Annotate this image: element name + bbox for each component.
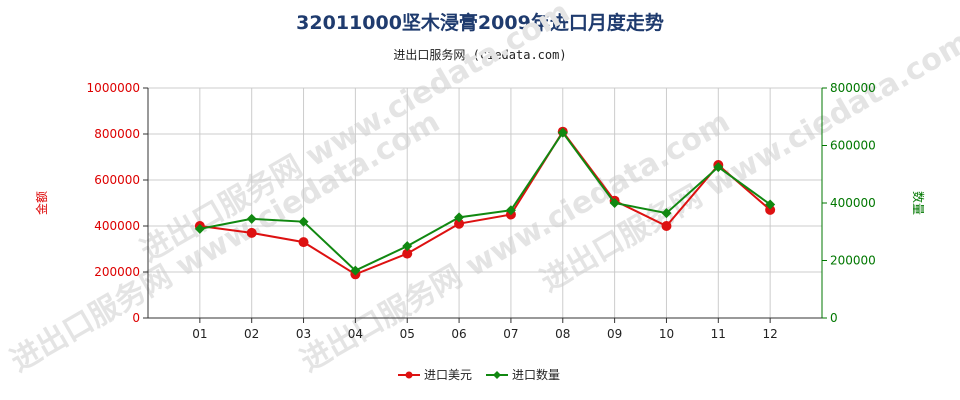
data-point-usd [402, 248, 413, 259]
left-tick-label: 400000 [94, 219, 140, 233]
x-tick-label: 06 [451, 327, 466, 341]
data-point-quantity [713, 162, 724, 173]
left-tick-label: 800000 [94, 127, 140, 141]
right-tick-label: 0 [830, 311, 838, 325]
data-point-usd [246, 227, 257, 238]
left-tick-label: 200000 [94, 265, 140, 279]
data-point-quantity [194, 223, 205, 234]
data-point-quantity [402, 241, 413, 252]
legend: 进口美元 进口数量 [398, 367, 560, 382]
data-point-quantity [765, 199, 776, 210]
right-tick-label: 800000 [830, 81, 876, 95]
x-tick-label: 02 [244, 327, 259, 341]
x-tick-label: 09 [607, 327, 622, 341]
left-axis-title: 金额 [34, 191, 49, 215]
chart-title: 32011000坚木浸膏2009年进口月度走势 [296, 12, 664, 34]
legend-label: 进口美元 [424, 368, 472, 382]
right-tick-label: 400000 [830, 196, 876, 210]
x-tick-label: 05 [400, 327, 415, 341]
x-tick-label: 08 [555, 327, 570, 341]
data-point-quantity [350, 265, 361, 276]
left-tick-label: 0 [132, 311, 140, 325]
series-line-usd [199, 129, 771, 276]
data-point-usd [765, 204, 776, 215]
right-axis-title: 数量 [911, 191, 926, 215]
legend-marker [493, 371, 501, 379]
x-tick-label: 10 [659, 327, 674, 341]
series-line-quantity [199, 130, 771, 272]
chart-subtitle: 进出口服务网 (ciedata.com) [393, 48, 567, 62]
x-tick-label: 12 [763, 327, 778, 341]
x-tick-label: 11 [711, 327, 726, 341]
data-point-quantity [609, 198, 620, 208]
right-tick-label: 200000 [830, 254, 876, 268]
data-point-quantity [505, 205, 516, 216]
data-point-quantity [246, 213, 257, 224]
left-tick-label: 600000 [94, 173, 140, 187]
data-point-quantity [661, 208, 672, 219]
data-point-usd [661, 221, 672, 231]
data-point-usd [298, 237, 309, 248]
data-point-quantity [454, 212, 465, 223]
data-point-quantity [557, 127, 568, 138]
data-point-usd [454, 218, 465, 229]
x-tick-label: 07 [503, 327, 518, 341]
axes: 0 200000 400000 600000 800000 1000000 0 200000 4… [34, 81, 926, 341]
left-tick-label: 1000000 [87, 81, 140, 95]
series-layer [194, 126, 776, 280]
watermark-text: 进出口服务网 www.ciedata.com [535, 24, 960, 299]
x-tick-label: 04 [348, 327, 363, 341]
data-point-quantity [298, 216, 309, 227]
x-tick-label: 03 [296, 327, 311, 341]
legend-marker [405, 371, 413, 379]
legend-label: 进口数量 [512, 367, 560, 382]
x-tick-label: 01 [192, 327, 207, 341]
right-tick-label: 600000 [830, 139, 876, 153]
